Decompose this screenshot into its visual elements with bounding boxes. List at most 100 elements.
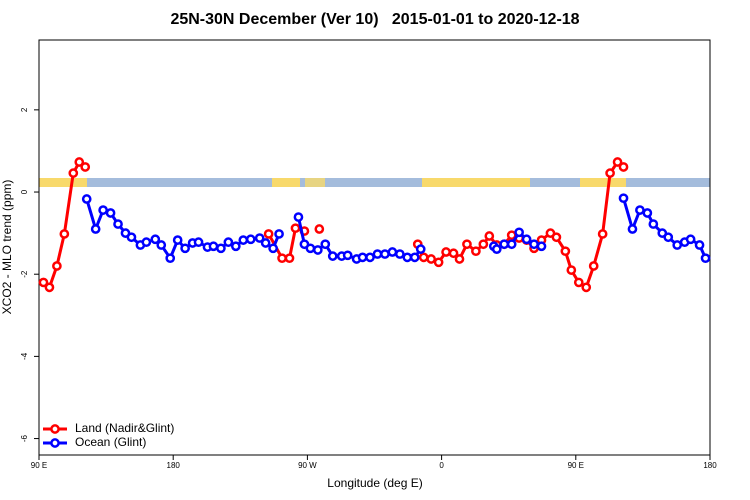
y-tick-label: -6 (20, 434, 29, 442)
data-point (342, 250, 353, 261)
data-point (560, 246, 571, 257)
data-point (581, 282, 592, 293)
data-point (627, 224, 638, 234)
data-point (357, 252, 368, 263)
x-tick-label: 90 W (298, 461, 317, 470)
data-point (81, 194, 92, 204)
data-point (44, 282, 55, 293)
data-point (415, 244, 426, 254)
data-point (254, 233, 265, 243)
data-point (150, 234, 161, 245)
data-point (635, 205, 645, 215)
data-point (448, 248, 459, 259)
legend-label: Land (Nadir&Glint) (75, 421, 174, 435)
data-point (529, 239, 539, 250)
data-point (141, 237, 152, 248)
data-point (648, 219, 659, 229)
data-point (536, 241, 547, 252)
data-point (274, 229, 284, 239)
data-point (499, 239, 510, 250)
data-point (98, 205, 108, 215)
data-point (126, 232, 137, 243)
data-point (180, 243, 190, 254)
chart-title: 25N-30N December (Ver 10) 2015-01-01 to … (170, 11, 579, 28)
data-point (380, 249, 390, 259)
data-point (471, 246, 481, 257)
data-point (90, 224, 101, 234)
data-point (245, 234, 256, 245)
data-point (700, 253, 711, 264)
data-point (394, 249, 405, 259)
data-point (327, 251, 338, 261)
data-point (320, 239, 331, 250)
data-point (694, 240, 705, 250)
plot-frame (38, 39, 711, 456)
data-point (74, 157, 85, 167)
legend-marker (50, 424, 60, 434)
data-point (312, 245, 323, 255)
x-tick-label: 0 (439, 461, 444, 470)
data-point (685, 234, 696, 245)
data-point (426, 254, 437, 264)
data-point (305, 243, 316, 254)
data-point (260, 238, 271, 248)
data-point (263, 229, 274, 239)
legend-label: Ocean (Glint) (75, 435, 146, 449)
y-axis-label: XCO2 - MLO trend (ppm) (0, 180, 14, 315)
data-point (418, 252, 429, 263)
y-tick-label: 2 (20, 107, 29, 112)
data-point (208, 241, 219, 252)
data-point (588, 261, 599, 271)
data-point (672, 240, 683, 250)
y-tick-label: 0 (20, 189, 29, 194)
data-point (618, 193, 629, 204)
data-point (193, 237, 204, 248)
data-point (38, 277, 49, 288)
x-tick-label: 180 (167, 461, 181, 470)
legend-marker (50, 438, 60, 448)
data-point (612, 157, 623, 167)
data-point (597, 229, 608, 239)
data-point (618, 162, 629, 172)
x-tick-label: 90 E (568, 461, 584, 470)
data-point (433, 257, 444, 268)
x-tick-label: 90 E (31, 461, 47, 470)
data-point (372, 249, 383, 259)
data-point (521, 234, 532, 245)
data-point (402, 252, 413, 263)
data-point (52, 261, 62, 271)
data-point (277, 253, 287, 264)
land-ocean-strip (39, 178, 710, 187)
data-point (514, 227, 524, 238)
data-point (409, 252, 420, 263)
data-point (293, 212, 304, 222)
data-point (268, 243, 278, 254)
data-point (566, 265, 577, 275)
data-point (365, 252, 375, 263)
data-point (230, 241, 241, 252)
data-point (441, 247, 451, 257)
data-point (165, 253, 176, 264)
data-point (314, 224, 325, 234)
data-point (216, 243, 226, 254)
data-point (454, 254, 465, 264)
data-point (478, 239, 489, 250)
data-point (551, 232, 562, 243)
data-point (68, 168, 79, 178)
data-point (172, 235, 183, 245)
data-point (642, 208, 653, 218)
x-axis-label: Longitude (deg E) (327, 476, 422, 490)
data-point (59, 229, 70, 239)
data-point (223, 237, 234, 248)
data-point (113, 219, 123, 229)
data-point (387, 247, 398, 257)
data-point (105, 208, 116, 218)
x-tick-label: 180 (703, 461, 717, 470)
data-point (663, 232, 674, 243)
data-point (290, 223, 301, 234)
data-point (462, 239, 472, 250)
data-point (605, 168, 615, 178)
data-point (80, 162, 91, 172)
data-point (506, 239, 517, 250)
